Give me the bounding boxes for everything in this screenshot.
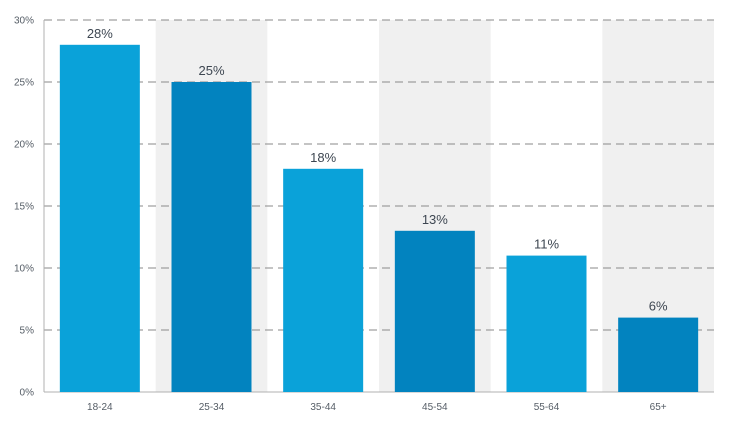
y-tick-label: 25% <box>14 78 34 89</box>
bar-45-54 <box>394 230 475 392</box>
bar-65+ <box>618 317 699 392</box>
data-labels: 28% 25% 18% 13% 11% 6% <box>87 26 668 314</box>
data-label: 6% <box>649 299 668 314</box>
gridlines <box>44 19 714 393</box>
y-axis-tick-labels: 0% 5% 10% 15% 20% 25% 30% <box>14 16 34 399</box>
y-tick-label: 20% <box>14 140 34 151</box>
y-tick-label: 15% <box>14 202 34 213</box>
x-tick-label: 25-34 <box>199 402 225 413</box>
bar-18-24 <box>59 44 140 393</box>
data-label: 25% <box>198 63 224 78</box>
x-axis-tick-labels: 18-24 25-34 35-44 45-54 55-64 65+ <box>87 402 667 413</box>
x-tick-label: 65+ <box>650 402 667 413</box>
x-tick-label: 35-44 <box>310 402 336 413</box>
y-tick-label: 30% <box>14 16 34 27</box>
x-tick-label: 55-64 <box>534 402 560 413</box>
bar-55-64 <box>506 255 587 392</box>
bar-25-34 <box>171 82 252 392</box>
y-tick-label: 5% <box>20 326 35 337</box>
bars <box>59 44 699 393</box>
x-tick-label: 18-24 <box>87 402 113 413</box>
bar-35-44 <box>283 168 364 392</box>
y-tick-label: 0% <box>20 388 35 399</box>
x-tick-label: 45-54 <box>422 402 448 413</box>
data-label: 13% <box>422 212 448 227</box>
data-label: 28% <box>87 26 113 41</box>
y-tick-label: 10% <box>14 264 34 275</box>
data-label: 11% <box>534 237 559 252</box>
data-label: 18% <box>310 150 336 165</box>
